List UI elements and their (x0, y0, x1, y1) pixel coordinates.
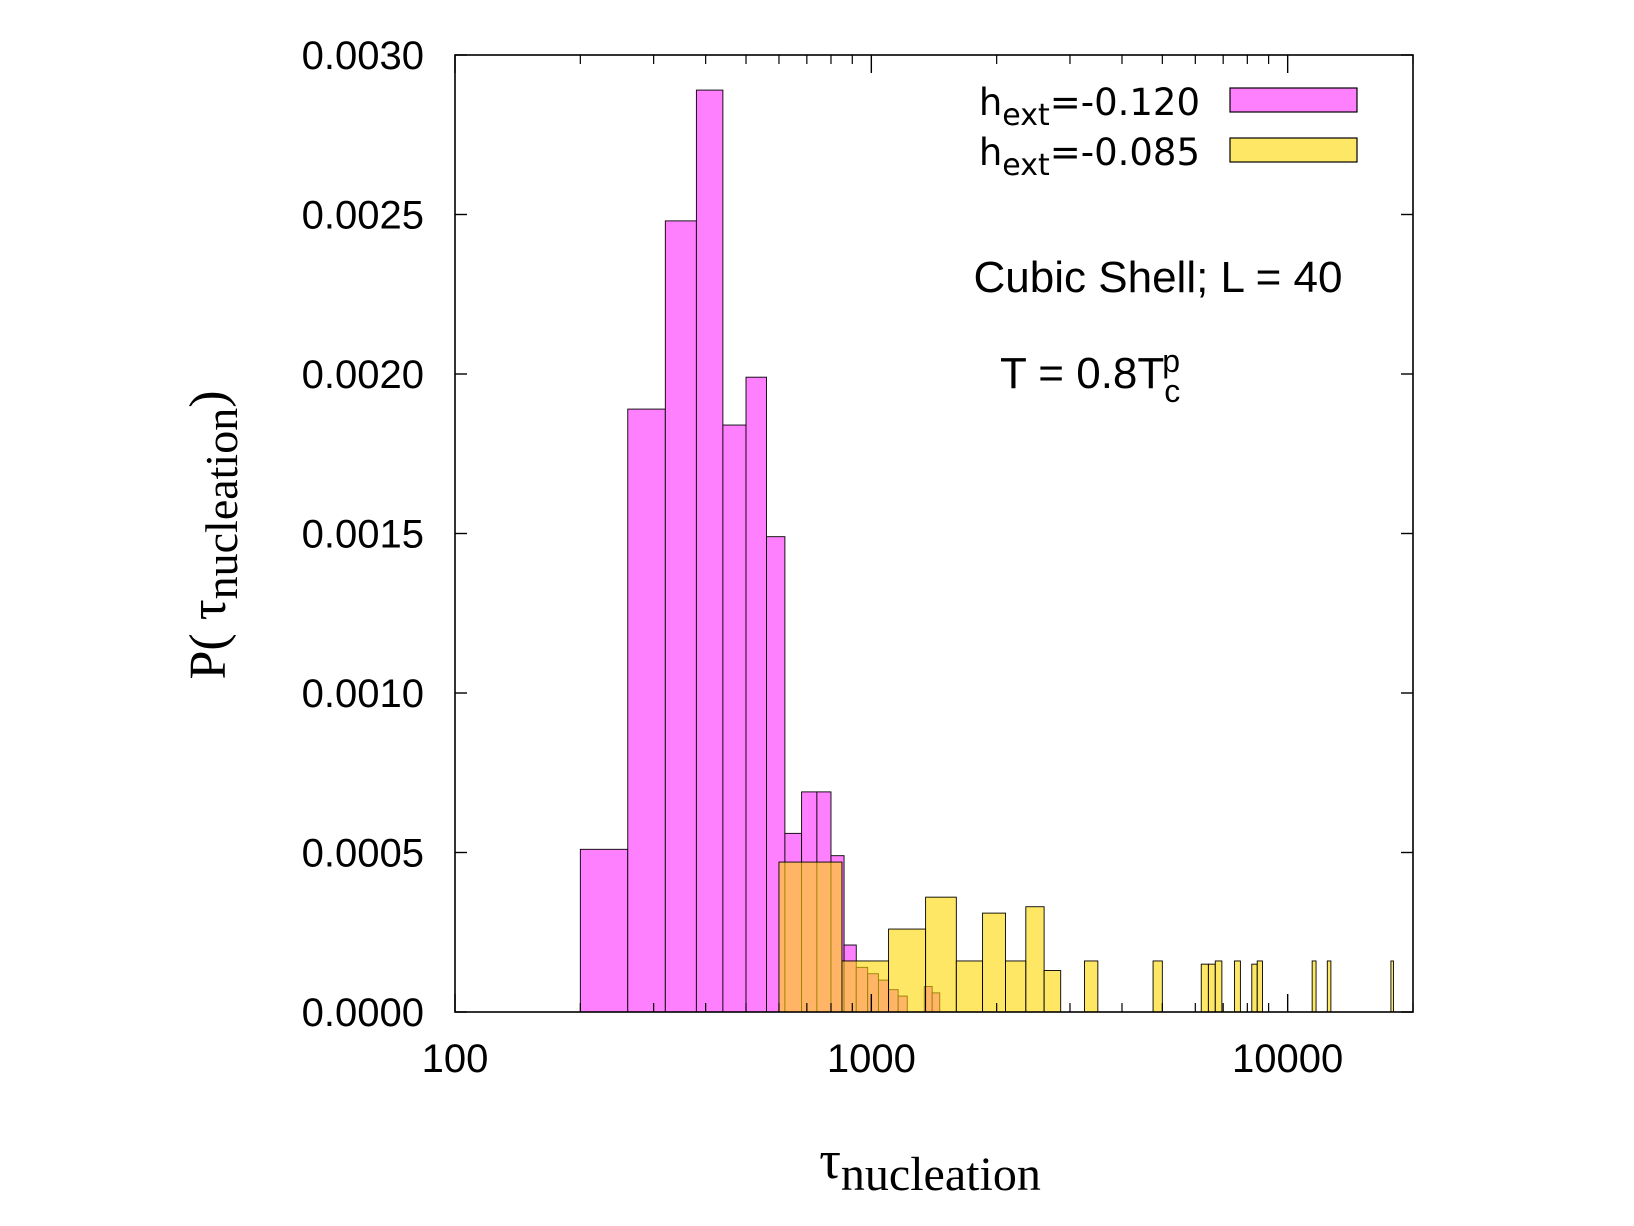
bar-s1-2 (888, 928, 927, 1013)
y-axis-title-sub: nucleation (196, 408, 247, 600)
y-axis-title-prefix: P( (180, 620, 237, 679)
bar-s1-8 (1043, 970, 1062, 1013)
series-0-bars (579, 89, 941, 1013)
temperature-sup: p (1162, 343, 1180, 379)
bar-s0-4 (722, 424, 747, 1013)
bar-s0-0 (579, 848, 629, 1013)
bar-s0-1 (627, 408, 666, 1013)
bar-s1-15 (1251, 963, 1258, 1013)
y-axis-title-suffix: ) (180, 390, 237, 407)
bar-s1-19 (1390, 960, 1394, 1013)
y-tick-labels: 0.0000 0.0005 0.0010 0.0015 0.0020 0.0025 0.00… (302, 34, 424, 1035)
legend: hext=-0.120 hext=-0.085 (979, 81, 1358, 183)
legend-label-1: hext=-0.085 (979, 131, 1200, 183)
x-tick-label-0: 100 (422, 1037, 489, 1081)
bar-s1-16 (1256, 960, 1263, 1013)
bar-s1-12 (1207, 963, 1216, 1013)
bar-s1-7 (1025, 906, 1045, 1013)
bar-s1-9 (1084, 960, 1099, 1013)
x-tick-label-2: 10000 (1232, 1037, 1343, 1081)
temperature-prefix: T = 0.8T (1000, 349, 1164, 398)
annotation-system: Cubic Shell; L = 40 (974, 253, 1343, 302)
bar-s0-5 (745, 376, 767, 1013)
axis-ticks (454, 54, 1414, 1013)
legend-label-0: hext=-0.120 (979, 81, 1200, 133)
bars-layer (579, 89, 1394, 1013)
y-tick-label-5: 0.0025 (302, 194, 424, 238)
annotation-temperature: T = 0.8Tcp (1000, 343, 1180, 409)
bar-s1-5 (982, 912, 1006, 1013)
x-axis-title-sub: nucleation (841, 1148, 1041, 1201)
bar-s1-10 (1152, 960, 1163, 1013)
bar-s1-18 (1326, 960, 1332, 1013)
x-tick-labels: 100 1000 10000 (422, 1037, 1344, 1081)
bar-s1-0 (778, 861, 843, 1013)
y-tick-label-6: 0.0030 (302, 34, 424, 78)
y-axis-title: P( τnucleation) (180, 390, 247, 679)
bar-s1-17 (1311, 960, 1317, 1013)
bar-s1-3 (925, 896, 957, 1013)
y-tick-label-2: 0.0010 (302, 672, 424, 716)
legend-swatch-1 (1229, 137, 1358, 163)
x-axis-title: τnucleation (819, 1130, 1041, 1201)
y-tick-label-1: 0.0005 (302, 832, 424, 876)
x-axis-title-base: τ (819, 1130, 841, 1190)
temperature-sub: c (1164, 373, 1180, 409)
y-tick-label-0: 0.0000 (302, 991, 424, 1035)
bar-s1-13 (1214, 960, 1223, 1013)
bar-s1-6 (1005, 960, 1027, 1013)
legend-swatch-0 (1229, 87, 1358, 113)
bar-s0-3 (695, 89, 724, 1013)
x-tick-label-1: 1000 (827, 1037, 916, 1081)
series-1-bars (778, 861, 1394, 1013)
bar-s0-2 (664, 220, 697, 1013)
bar-s1-14 (1233, 960, 1241, 1013)
bar-s1-1 (841, 960, 890, 1013)
bar-s1-11 (1200, 963, 1209, 1013)
y-tick-label-3: 0.0015 (302, 513, 424, 557)
y-tick-label-4: 0.0020 (302, 353, 424, 397)
bar-s1-4 (955, 960, 984, 1013)
y-axis-title-base: τ (180, 599, 237, 620)
